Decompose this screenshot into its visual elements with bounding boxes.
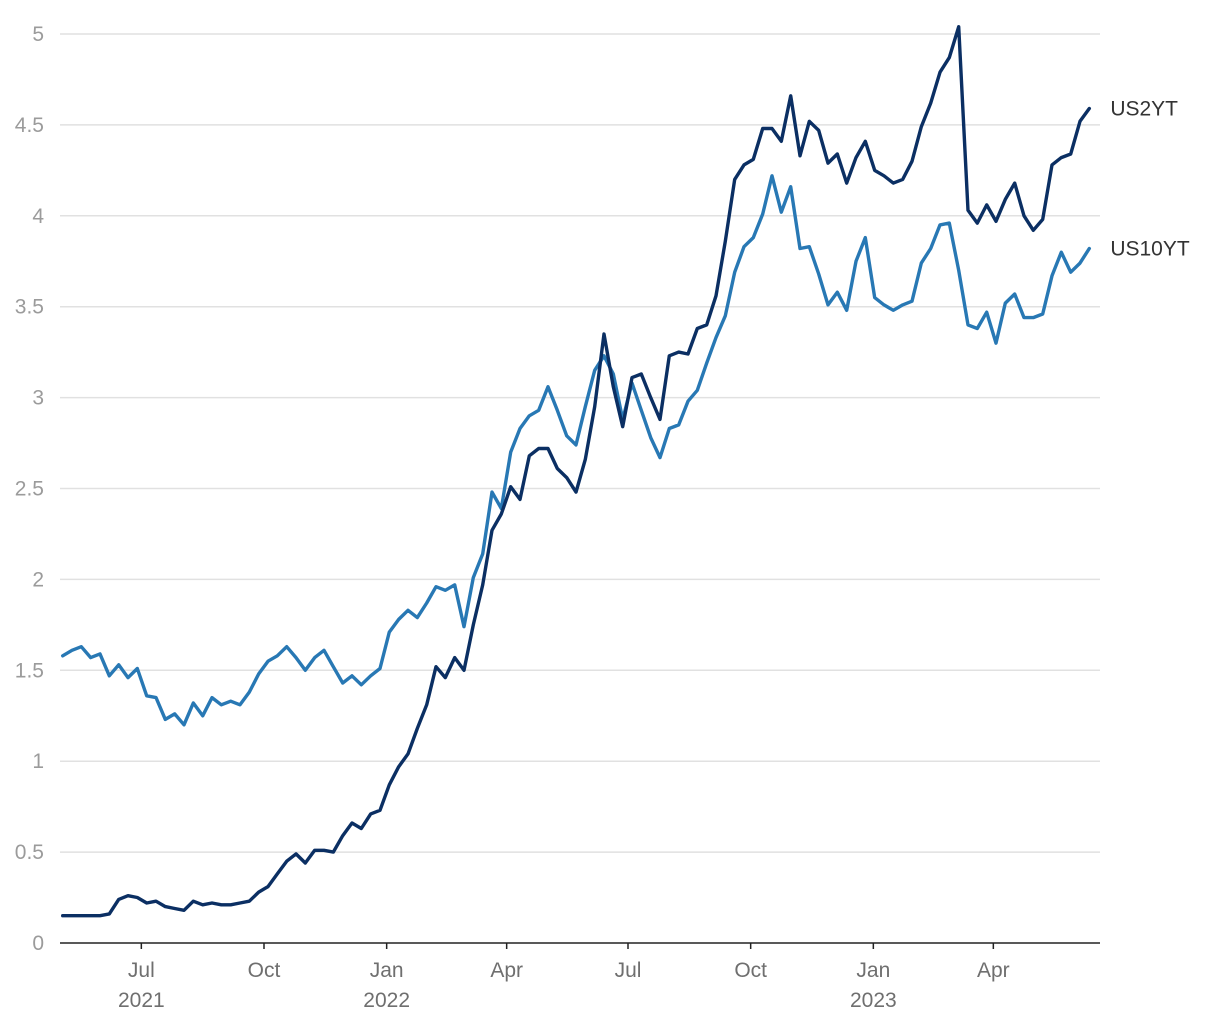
x-axis-ticks: Jul 2021 Oct Jan 2022 Apr Jul Oct Jan 2023 Apr xyxy=(118,943,1010,1012)
y-tick-label: 3.5 xyxy=(15,296,44,319)
series-lines xyxy=(61,25,1091,918)
x-tick-year-label: 2022 xyxy=(363,989,410,1012)
series-label-us10yt: US10YT xyxy=(1110,238,1190,261)
x-tick-label: Jan xyxy=(856,959,890,982)
x-tick-label: Oct xyxy=(734,959,767,982)
y-tick-label: 2 xyxy=(32,568,44,591)
series-labels: US10YT US2YT xyxy=(1110,98,1190,261)
x-tick-label: Jan xyxy=(370,959,404,982)
y-tick-label: 5 xyxy=(32,23,44,46)
y-tick-label: 0 xyxy=(32,932,44,955)
series-line-us10yt xyxy=(61,174,1091,727)
y-tick-label: 1.5 xyxy=(15,659,44,682)
y-tick-label: 4.5 xyxy=(15,114,44,137)
x-tick-label: Oct xyxy=(248,959,281,982)
y-tick-label: 1 xyxy=(32,750,44,773)
x-tick-year-label: 2021 xyxy=(118,989,165,1012)
y-tick-label: 3 xyxy=(32,387,44,410)
y-tick-label: 0.5 xyxy=(15,841,44,864)
y-axis-ticks: 0 0.5 1 1.5 2 2.5 3 3.5 4 4.5 5 xyxy=(15,23,45,955)
series-line-us2yt xyxy=(61,25,1091,918)
y-tick-label: 4 xyxy=(32,205,44,228)
x-tick-label: Jul xyxy=(615,959,642,982)
x-tick-year-label: 2023 xyxy=(850,989,897,1012)
x-tick-label: Jul xyxy=(128,959,155,982)
series-label-us2yt: US2YT xyxy=(1110,98,1178,121)
x-tick-label: Apr xyxy=(490,959,523,982)
y-tick-label: 2.5 xyxy=(15,478,44,501)
x-tick-label: Apr xyxy=(977,959,1010,982)
gridlines xyxy=(60,33,1100,853)
